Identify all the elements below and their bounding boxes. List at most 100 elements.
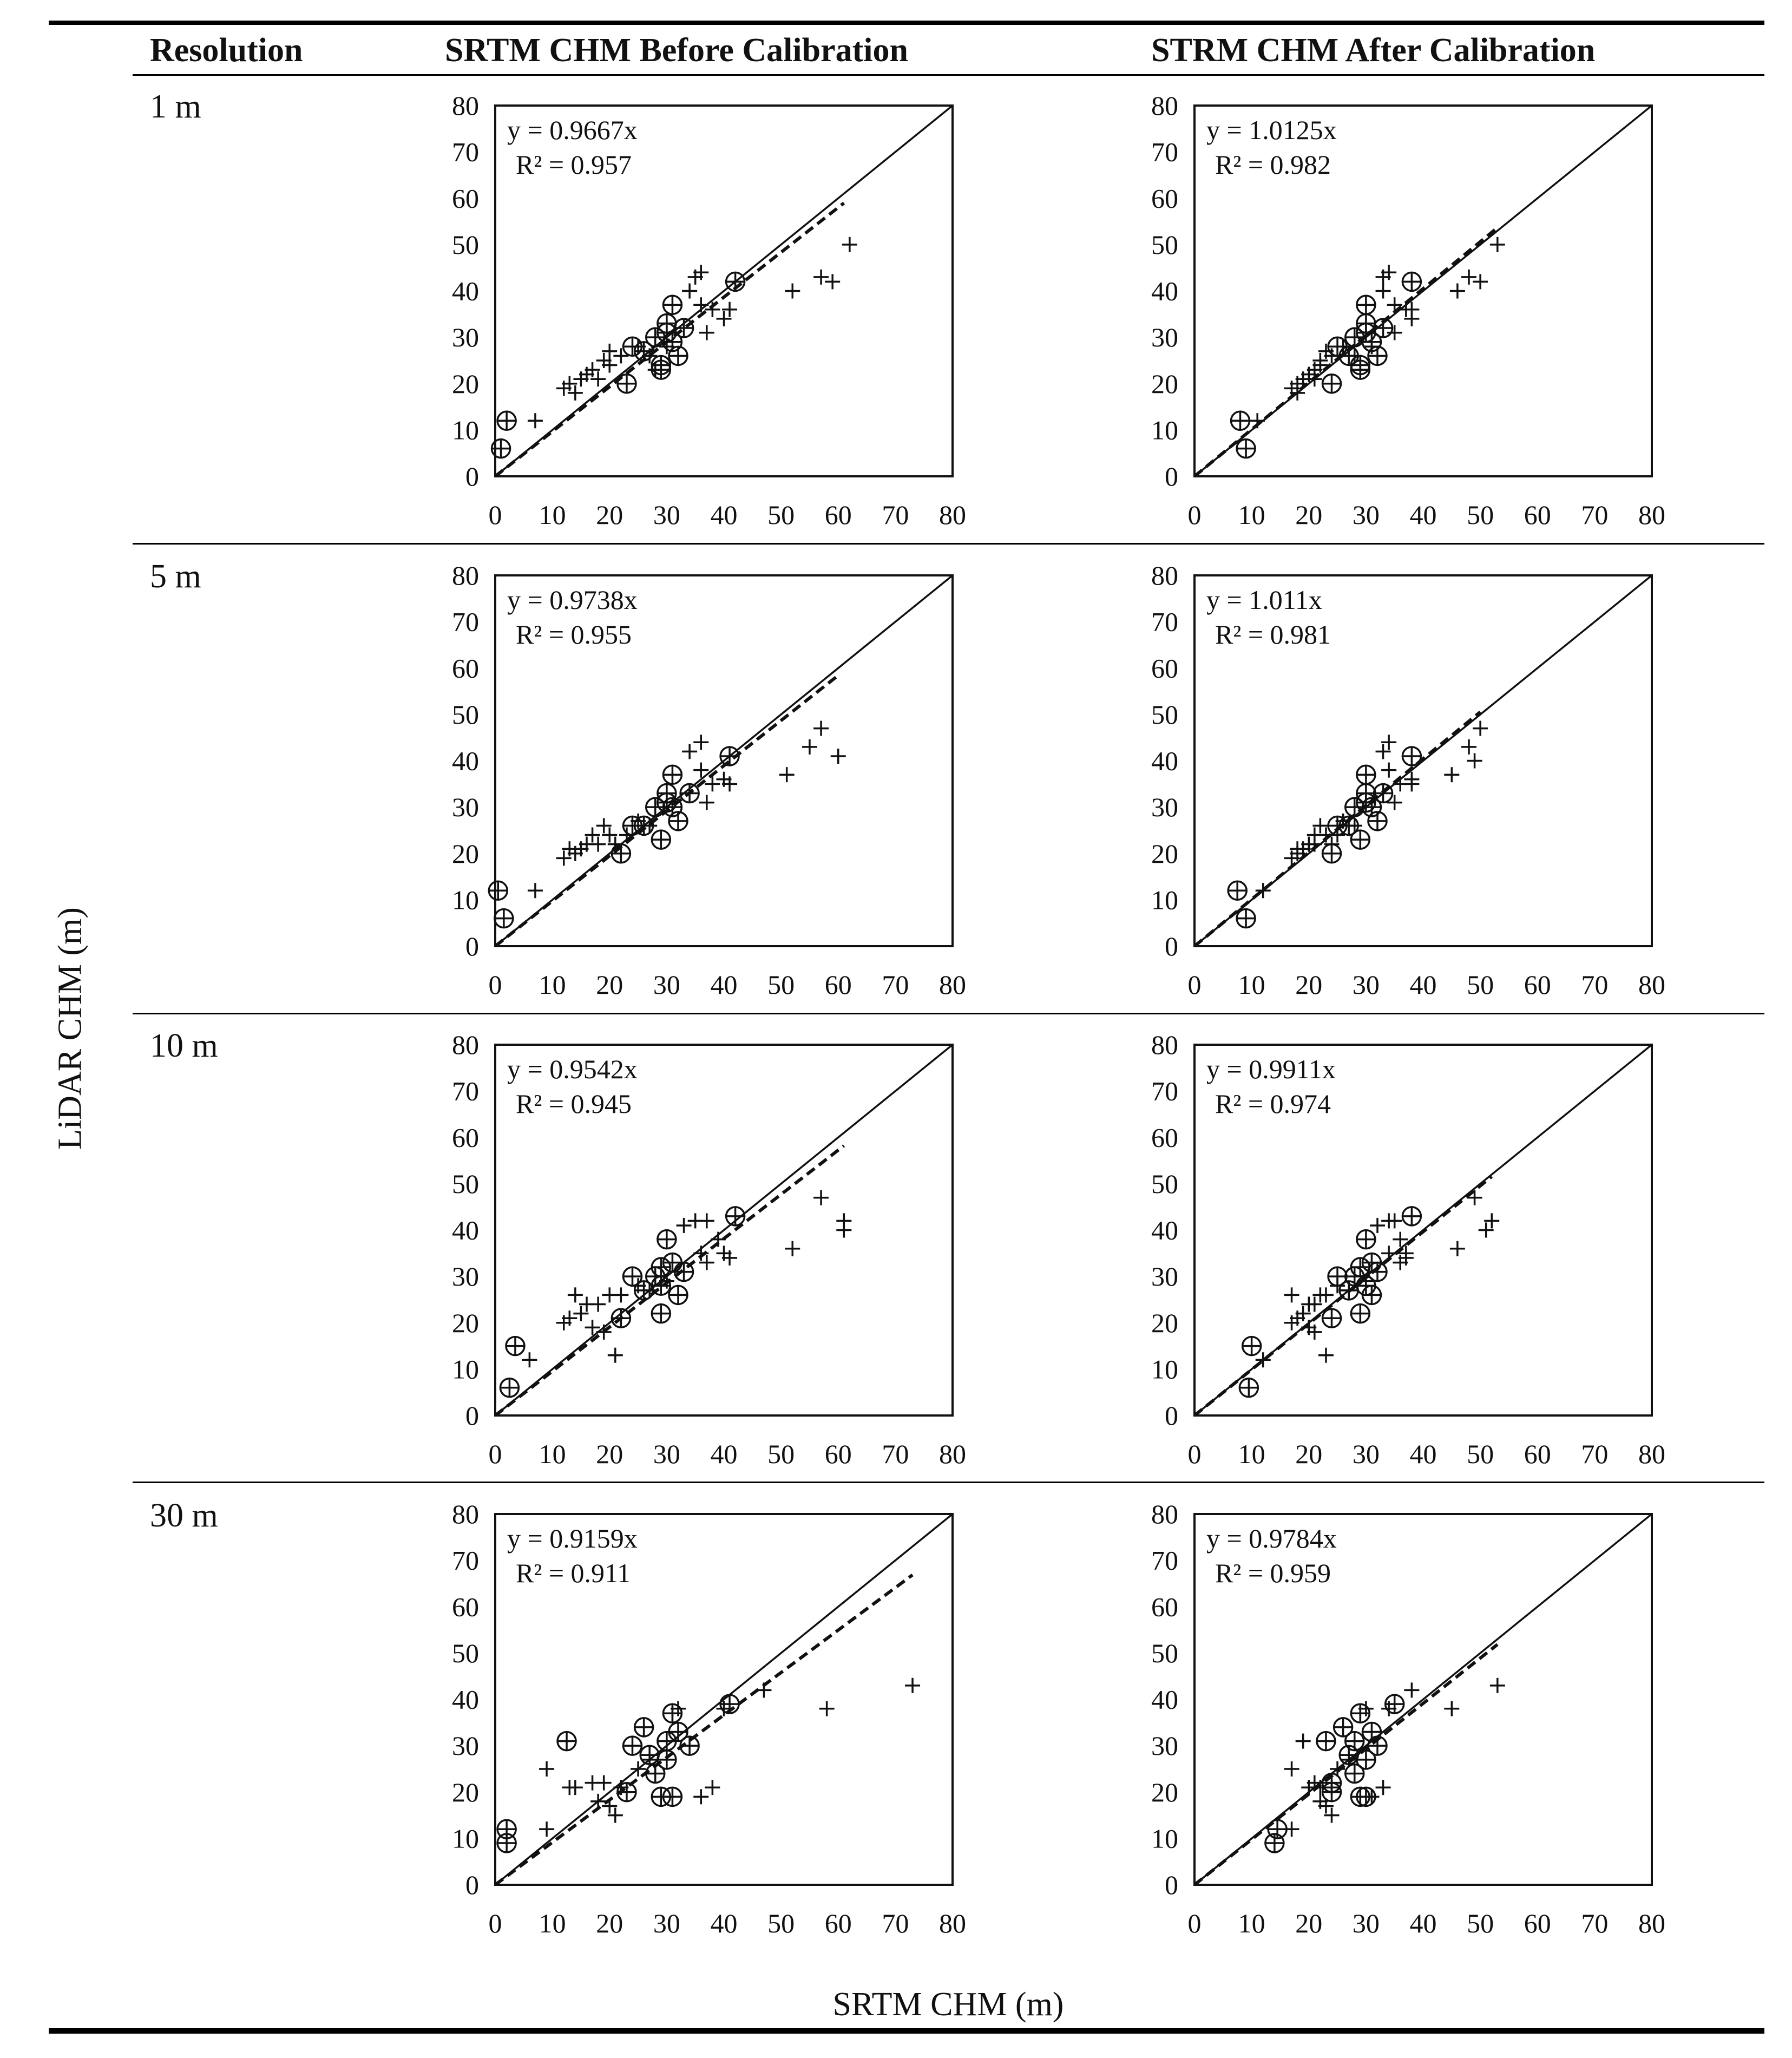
x-tick-label: 30 <box>1353 1908 1380 1938</box>
plus-marker <box>1404 1682 1420 1698</box>
circled-plus-marker <box>1367 345 1388 366</box>
plus-marker <box>1461 269 1476 285</box>
plus-marker <box>722 1250 738 1266</box>
x-tick-label: 50 <box>767 969 795 1000</box>
x-tick-label: 70 <box>1581 1908 1608 1938</box>
plus-marker <box>710 1231 726 1247</box>
y-tick-label: 30 <box>452 1731 479 1761</box>
x-tick-label: 50 <box>1467 1908 1494 1938</box>
plus-marker <box>1473 274 1488 290</box>
circled-plus-marker <box>1384 1694 1405 1714</box>
plus-marker <box>1467 753 1482 769</box>
x-tick-label: 0 <box>1188 1908 1202 1938</box>
circled-plus-marker <box>657 322 677 343</box>
plus-marker <box>699 1213 714 1229</box>
plus-marker <box>1284 1761 1299 1777</box>
x-tick-label: 30 <box>1353 500 1380 530</box>
circled-plus-marker <box>1367 1735 1388 1756</box>
plus-marker <box>539 1821 555 1837</box>
x-tick-label: 20 <box>596 969 623 1000</box>
circled-plus-marker <box>662 1252 683 1273</box>
circled-plus-marker <box>494 908 514 929</box>
fit-equation: y = 0.9738x <box>507 585 638 615</box>
plus-marker <box>1404 302 1420 317</box>
y-tick-label: 70 <box>452 607 479 637</box>
y-tick-label: 30 <box>452 322 479 352</box>
row-divider <box>133 1013 1764 1014</box>
circled-plus-marker <box>1361 1721 1382 1742</box>
y-tick-label: 80 <box>452 560 479 591</box>
circled-plus-marker <box>622 336 643 357</box>
plus-marker <box>1387 325 1402 340</box>
plus-marker <box>573 1306 589 1321</box>
x-tick-label: 60 <box>1524 969 1551 1000</box>
plus-marker <box>699 325 714 340</box>
y-tick-label: 70 <box>1151 607 1178 637</box>
scatter-5m-after: 00 10 10 20 20 30 30 40 40 50 50 60 60 70 70 80 80 y = 1.… <box>1151 560 1665 1000</box>
x-tick-label: 20 <box>1295 1439 1322 1469</box>
x-tick-label: 70 <box>882 1439 909 1469</box>
circled-plus-marker <box>633 815 654 836</box>
y-tick-label: 70 <box>1151 1545 1178 1576</box>
y-tick-label: 60 <box>1151 183 1178 213</box>
circled-plus-marker <box>1401 1206 1422 1227</box>
circled-plus-marker <box>1401 271 1422 292</box>
plus-marker <box>1381 762 1397 778</box>
scatter-5m-before: 00 10 10 20 20 30 30 40 40 50 50 60 60 70 70 80 80 y = 0.… <box>452 560 966 1000</box>
y-tick-label: 20 <box>1151 369 1178 399</box>
plus-marker <box>1318 1287 1334 1303</box>
circled-plus-marker <box>662 1786 683 1807</box>
fit-line <box>1193 226 1499 478</box>
plus-marker <box>693 735 709 750</box>
plus-marker <box>613 1287 629 1303</box>
plus-marker <box>716 311 732 326</box>
fit-line <box>494 1574 914 1886</box>
y-tick-label: 80 <box>452 90 479 121</box>
plus-marker <box>1404 776 1420 792</box>
circled-plus-marker <box>679 783 700 804</box>
x-tick-label: 40 <box>1410 1439 1437 1469</box>
y-tick-label: 60 <box>1151 1122 1178 1152</box>
plus-marker <box>1449 283 1465 299</box>
plus-marker <box>613 348 629 364</box>
y-tick-label: 10 <box>1151 1354 1178 1384</box>
plus-marker <box>705 302 720 317</box>
plot-frame <box>1193 1513 1653 1886</box>
plus-marker <box>785 283 800 299</box>
y-tick-label: 80 <box>1151 90 1178 121</box>
x-tick-label: 40 <box>711 969 738 1000</box>
y-tick-label: 30 <box>1151 322 1178 352</box>
plus-marker <box>779 767 795 783</box>
plus-marker <box>830 748 846 764</box>
circled-plus-marker <box>1227 880 1248 901</box>
y-tick-label: 40 <box>452 746 479 776</box>
plot-frame <box>494 1513 954 1886</box>
y-tick-label: 50 <box>1151 1638 1178 1668</box>
circled-plus-marker <box>651 1275 672 1296</box>
circled-plus-marker <box>651 1257 672 1277</box>
y-tick-label: 50 <box>452 1169 479 1199</box>
circled-plus-marker <box>622 1266 643 1287</box>
x-tick-label: 70 <box>1581 969 1608 1000</box>
x-tick-label: 80 <box>1638 500 1665 530</box>
circled-plus-marker <box>1327 336 1348 357</box>
plus-marker <box>1318 1798 1334 1814</box>
circled-plus-marker <box>1321 1308 1342 1328</box>
circled-plus-marker <box>1316 1731 1336 1752</box>
header-before-calibration: SRTM CHM Before Calibration <box>445 32 908 69</box>
circled-plus-marker <box>505 1335 526 1356</box>
plus-marker <box>1393 1231 1408 1247</box>
x-tick-label: 60 <box>825 1439 852 1469</box>
circled-plus-marker <box>719 746 740 766</box>
x-tick-label: 10 <box>1238 1439 1265 1469</box>
plus-marker <box>602 1798 618 1814</box>
x-tick-label: 60 <box>1524 1439 1551 1469</box>
plus-marker <box>836 1222 852 1238</box>
bottom-rule <box>49 2028 1764 2034</box>
plus-marker <box>813 1190 829 1205</box>
y-tick-label: 80 <box>452 1499 479 1529</box>
x-tick-label: 50 <box>1467 1439 1494 1469</box>
circled-plus-marker <box>1356 322 1376 343</box>
plot-frame <box>1193 104 1653 477</box>
plus-marker <box>1318 1347 1334 1363</box>
